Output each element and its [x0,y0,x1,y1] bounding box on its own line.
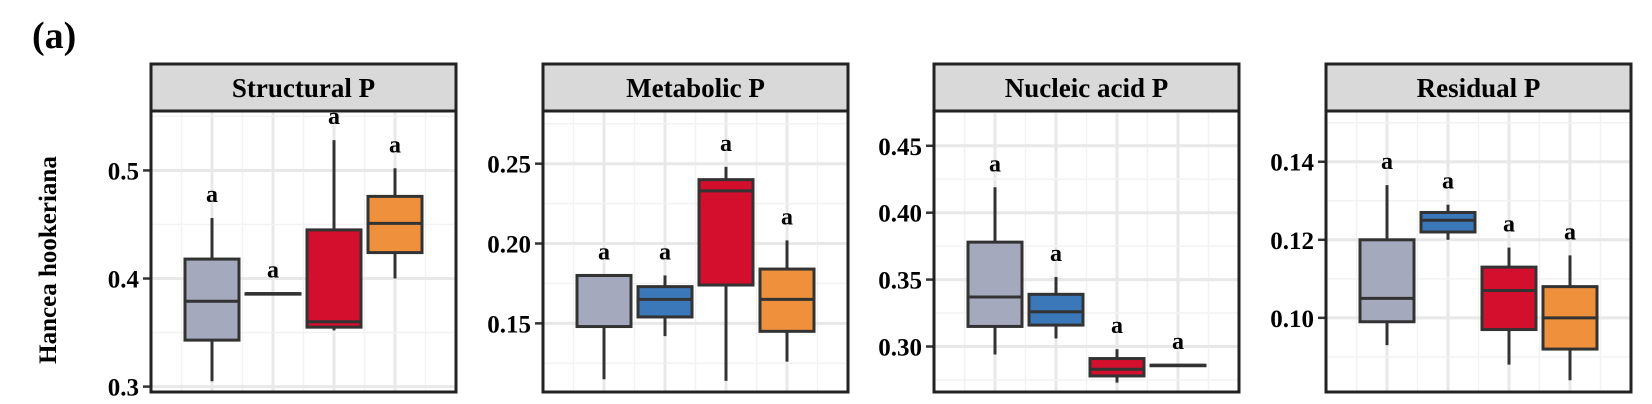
significance-letter: a [598,239,610,265]
box-body [1027,292,1085,327]
facet-strip [1326,64,1631,111]
facet-title: Residual P [1417,73,1541,103]
significance-letter: a [1050,241,1062,267]
significance-letter: a [328,104,340,130]
box-body [1419,210,1477,234]
y-tick-label: 0.10 [1270,306,1314,333]
facet-panel-4: Residual P 0.10 0.12 0.14 a a a a [1270,62,1633,394]
panel-label: (a) [32,15,77,57]
significance-letter: a [1172,329,1184,355]
y-tick-label: 0.20 [487,232,531,259]
facet-title: Metabolic P [626,73,765,103]
y-tick-label: 0.40 [878,201,922,228]
y-tick-label: 0.5 [108,158,139,185]
significance-letter: a [720,131,732,157]
significance-letter: a [1381,149,1393,175]
y-tick-label: 0.12 [1270,228,1314,255]
significance-letter: a [389,132,401,158]
y-tick-label: 0.45 [878,134,922,161]
facet-panel-3: Nucleic acid P 0.30 0.35 0.40 0.45 a a a a [878,62,1241,394]
y-axis-title: Hancea hookeriana [35,156,62,364]
y-tick-label: 0.3 [108,375,139,402]
significance-letter: a [781,204,793,230]
significance-letter: a [659,239,671,265]
panel-border [149,62,458,394]
panel-border [541,62,850,394]
y-tick-label: 0.35 [878,268,922,295]
facet-strip [934,64,1239,111]
box-body [966,240,1024,328]
y-tick-label: 0.14 [1270,150,1314,177]
y-tick-label: 0.25 [487,152,531,179]
significance-letter: a [1564,219,1576,245]
significance-letter: a [1442,169,1454,195]
box-body [1088,357,1146,378]
box-body [575,273,633,329]
facet-title: Structural P [232,73,375,103]
facet-panel-2: Metabolic P 0.15 0.20 0.25 a a a a [487,62,850,394]
significance-letter: a [1503,212,1515,238]
y-tick-label: 0.15 [487,311,531,338]
significance-letter: a [989,151,1001,177]
box-body [183,257,241,342]
significance-letter: a [206,182,218,208]
significance-letter: a [267,258,279,284]
facet-strip [543,64,848,111]
panel-border [1324,62,1633,394]
facet-title: Nucleic acid P [1005,73,1168,103]
panel-border [932,62,1241,394]
facet-strip [151,64,456,111]
box-body [636,285,694,319]
y-tick-label: 0.30 [878,335,922,362]
box-body [305,228,363,329]
box-body [1358,238,1416,324]
box-body [697,178,755,287]
facet-panel-1: Structural P 0.3 0.4 0.5 a a a a [108,62,458,402]
box-body [1480,265,1538,332]
y-tick-label: 0.4 [108,267,140,294]
significance-letter: a [1111,313,1123,339]
